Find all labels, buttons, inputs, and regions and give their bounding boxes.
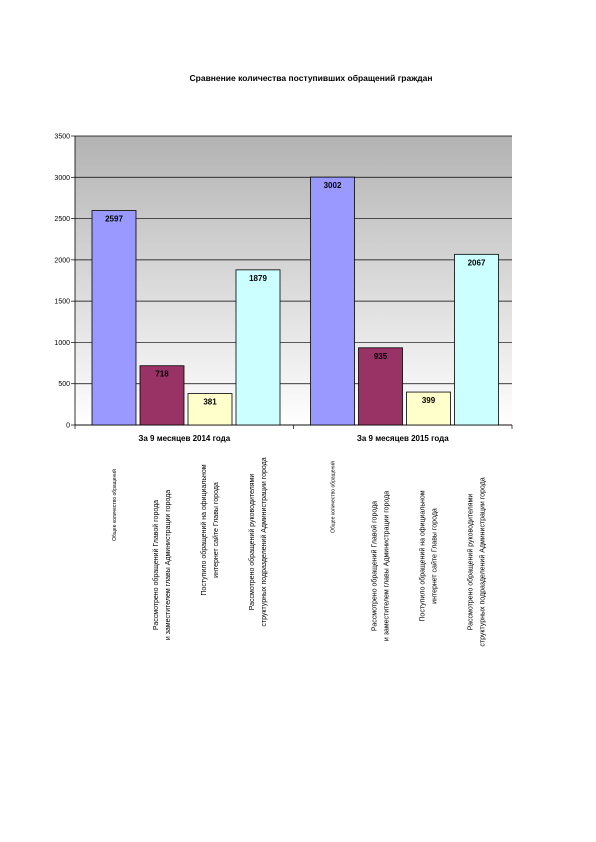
bar-label: структурных подразделений Администрации … (260, 457, 268, 626)
bar (358, 347, 403, 426)
bar (91, 210, 137, 426)
bar-label: и заместителем главы Администрации город… (384, 491, 391, 641)
bar (235, 269, 281, 426)
bar-label: структурных подразделений Администрации … (479, 477, 487, 646)
bar-label: и заместителем главы Администрации город… (165, 490, 172, 640)
bar-label: Рассмотрено обращений Главой города (152, 500, 160, 630)
y-tick-label: 2500 (54, 216, 70, 223)
value-label: 1879 (249, 274, 267, 283)
bar (454, 253, 499, 426)
bar-label: Поступило обращений на официальном (419, 490, 427, 621)
y-tick-label: 500 (58, 381, 70, 388)
y-tick-label: 3000 (54, 175, 70, 182)
value-label: 718 (155, 370, 169, 379)
value-label: 399 (422, 396, 436, 405)
bar-label: Общее количество обращений (330, 461, 337, 533)
bar (139, 365, 185, 426)
value-label: 381 (203, 398, 217, 407)
bar-label: Поступило обращений на официальном (200, 464, 208, 595)
category-label: За 9 месяцев 2014 года (138, 434, 230, 443)
value-label: 3002 (324, 181, 342, 190)
value-label: 2067 (468, 258, 486, 267)
value-label: 935 (374, 352, 388, 361)
bar-label: Рассмотрено обращений руководителями (467, 494, 475, 631)
bar (310, 176, 355, 426)
y-tick-label: 2000 (54, 257, 70, 264)
bar-label: интернет сайте Главы города (431, 508, 439, 604)
bar-label: Рассмотрено обращений Главой города (371, 501, 379, 631)
y-tick-label: 3500 (54, 134, 70, 141)
bar (406, 391, 451, 426)
bar-label: интернет сайте Главы города (212, 482, 220, 578)
bar-label: Общее количество обращений (111, 469, 118, 541)
y-tick-label: 0 (66, 423, 70, 430)
category-label: За 9 месяцев 2015 года (357, 434, 449, 443)
y-tick-label: 1000 (54, 340, 70, 347)
bar (187, 393, 233, 426)
bar-label: Рассмотрено обращений руководителями (248, 474, 256, 611)
chart-title: Сравнение количества поступивших обращен… (190, 73, 433, 83)
value-label: 2597 (105, 215, 123, 224)
y-tick-label: 1500 (54, 299, 70, 306)
